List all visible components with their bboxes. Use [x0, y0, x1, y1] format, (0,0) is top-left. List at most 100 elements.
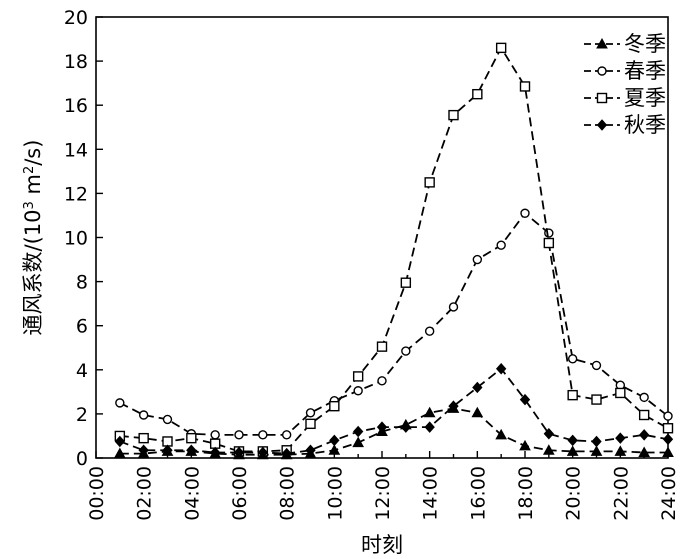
data-point-circle	[210, 430, 220, 440]
series-2	[115, 208, 673, 440]
legend-label: 冬季	[624, 32, 666, 56]
data-point-square	[519, 81, 531, 92]
data-point-square	[662, 423, 674, 434]
data-point-triangle	[566, 445, 579, 456]
data-point-diamond	[448, 400, 459, 412]
y-tick-label: 4	[76, 360, 88, 382]
data-point-triangle	[423, 406, 436, 418]
data-point-square	[352, 371, 364, 382]
legend-marker-circle	[597, 66, 607, 76]
plot-frame	[95, 16, 669, 459]
data-point-diamond	[376, 421, 388, 433]
y-tick-label: 16	[64, 95, 88, 117]
x-tick-label: 06:00	[229, 466, 251, 521]
data-point-circle	[639, 392, 649, 403]
data-point-diamond	[209, 446, 221, 459]
legend-label: 春季	[624, 59, 666, 83]
data-point-triangle	[471, 406, 484, 418]
axes: 0 2 4 6 8 10 12 14 16 18 20 00:00 02:00 04:00 06:00 08:…	[64, 7, 680, 521]
series-3	[114, 42, 674, 457]
data-point-diamond	[352, 425, 364, 438]
x-tick-label: 14:00	[420, 466, 442, 521]
data-point-circle	[424, 326, 435, 336]
data-point-square	[495, 42, 507, 54]
data-point-square	[638, 409, 650, 421]
y-tick-label: 2	[76, 404, 88, 426]
data-point-diamond	[400, 421, 412, 433]
data-point-triangle	[638, 446, 651, 457]
data-point-circle	[448, 302, 459, 312]
data-point-circle	[353, 386, 363, 396]
y-tick-label: 14	[64, 139, 88, 161]
x-tick-label: 20:00	[563, 466, 585, 521]
data-point-triangle	[662, 446, 674, 457]
y-tick-label: 8	[76, 272, 88, 294]
data-point-diamond	[162, 444, 173, 457]
data-point-circle	[567, 354, 578, 364]
x-tick-label: 24:00	[658, 466, 680, 521]
data-point-square	[591, 394, 602, 405]
series-line	[119, 407, 668, 456]
data-point-diamond	[638, 429, 650, 441]
data-point-triangle	[113, 447, 126, 459]
data-point-circle	[496, 240, 506, 250]
legend-marker-square	[596, 92, 608, 104]
data-point-square	[138, 432, 149, 444]
data-point-circle	[472, 254, 483, 265]
data-point-triangle	[352, 436, 365, 448]
data-point-circle	[138, 410, 149, 420]
data-point-diamond	[257, 446, 269, 459]
series-1	[113, 402, 674, 460]
data-point-circle	[234, 430, 244, 440]
data-point-square	[424, 177, 435, 188]
data-point-triangle	[590, 445, 603, 456]
data-point-square	[329, 400, 340, 412]
x-tick-label: 16:00	[467, 466, 489, 521]
legend-item: 春季	[584, 59, 666, 83]
y-tick-label: 6	[76, 316, 88, 338]
data-point-diamond	[543, 427, 555, 440]
data-point-diamond	[186, 444, 197, 457]
data-point-triangle	[519, 439, 531, 451]
data-point-square	[376, 341, 388, 352]
data-point-square	[615, 387, 626, 399]
data-point-circle	[115, 398, 125, 408]
data-point-diamond	[567, 434, 578, 447]
data-point-diamond	[233, 446, 245, 459]
y-axis-title: 通风系数/(103 m2/s)	[21, 140, 45, 336]
data-point-triangle	[542, 444, 555, 455]
data-point-triangle	[614, 445, 627, 456]
data-point-square	[400, 277, 412, 288]
data-point-diamond	[329, 434, 340, 447]
data-point-circle	[663, 411, 673, 421]
series-line	[119, 46, 669, 453]
data-point-diamond	[591, 435, 602, 448]
legend-label: 秋季	[624, 113, 666, 137]
data-point-square	[472, 88, 483, 100]
data-point-circle	[401, 346, 411, 356]
x-tick-label: 12:00	[372, 466, 394, 521]
x-tick-label: 22:00	[610, 466, 632, 521]
y-tick-label: 10	[64, 228, 88, 250]
data-point-diamond	[281, 447, 292, 460]
series-line	[119, 211, 669, 436]
data-point-circle	[591, 360, 602, 371]
y-tick-label: 20	[64, 7, 88, 29]
data-point-diamond	[519, 393, 531, 406]
data-point-circle	[281, 430, 292, 440]
data-point-square	[186, 432, 197, 444]
data-point-square	[448, 109, 459, 121]
data-point-square	[305, 418, 316, 430]
legend-marker-triangle	[596, 37, 608, 49]
data-point-triangle	[495, 428, 508, 440]
x-tick-label: 00:00	[86, 466, 108, 521]
data-point-diamond	[472, 381, 483, 394]
data-point-triangle	[328, 444, 341, 455]
y-tick-label: 0	[76, 448, 88, 470]
data-point-diamond	[138, 444, 149, 457]
x-tick-label: 10:00	[324, 466, 346, 521]
data-point-diamond	[305, 444, 316, 457]
series-layer	[113, 42, 674, 460]
